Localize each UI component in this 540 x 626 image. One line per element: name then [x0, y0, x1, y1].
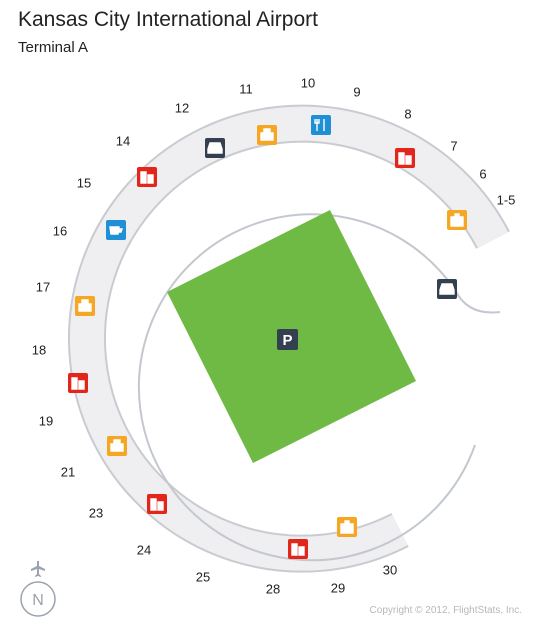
restaurant-icon [311, 115, 331, 135]
gate-labels: 1-5 6 7 8 9 10 11 12 14 15 16 17 18 19 21 23 24 25 28 29 30 [32, 75, 516, 596]
gate-label: 6 [479, 166, 486, 181]
baggage-claim-icon [257, 125, 277, 145]
gate-label: 8 [404, 106, 411, 121]
gate-label: 9 [353, 84, 360, 99]
baggage-claim-icon [107, 436, 127, 456]
restroom-icon [147, 494, 167, 514]
gate-label: 29 [331, 580, 345, 595]
gate-label: 12 [175, 100, 189, 115]
restroom-glyph [291, 543, 305, 556]
gate-label: 21 [61, 464, 75, 479]
airplane-icon [31, 561, 45, 577]
airport-title: Kansas City International Airport [18, 8, 318, 31]
restroom-icon [288, 539, 308, 559]
parking-label: P [282, 332, 292, 349]
compass: N [20, 561, 56, 617]
gate-label: 28 [266, 581, 280, 596]
copyright-notice: Copyright © 2012, FlightStats, Inc. [369, 605, 522, 616]
luggage-icon [447, 210, 467, 230]
shuttle-bus-glyph [439, 283, 455, 295]
parking-icon [277, 329, 298, 350]
access-road [137, 213, 476, 562]
gate-label: 23 [89, 505, 103, 520]
coffee-glyph [109, 226, 123, 235]
gate-label: 14 [116, 133, 130, 148]
gate-label: 16 [53, 223, 67, 238]
amenity-layer [68, 115, 467, 559]
baggage-claim-glyph [110, 439, 124, 452]
restroom-glyph [71, 377, 85, 390]
restroom-icon [137, 167, 157, 187]
luggage-glyph [450, 213, 464, 227]
gate-label: 19 [39, 413, 53, 428]
compass-ring [20, 581, 56, 617]
gate-label: 24 [137, 542, 151, 557]
luggage-icon [337, 517, 357, 537]
gate-label: 1-5 [497, 192, 516, 207]
baggage-claim-glyph [260, 128, 274, 141]
restaurant-glyph [314, 119, 325, 131]
shuttle-bus-icon [437, 279, 457, 299]
gate-label: 10 [301, 75, 315, 90]
compass-north-label: N [32, 592, 44, 609]
access-road-ramp [454, 289, 501, 314]
luggage-glyph [340, 520, 354, 534]
taxi-glyph [207, 142, 223, 154]
gate-label: 17 [36, 279, 50, 294]
gate-label: 15 [77, 175, 91, 190]
restroom-icon [68, 373, 88, 393]
baggage-claim-glyph [78, 299, 92, 312]
gate-label: 25 [196, 569, 210, 584]
gate-label: 30 [383, 562, 397, 577]
terminal-subtitle: Terminal A [18, 39, 89, 56]
gate-label: 18 [32, 342, 46, 357]
restroom-glyph [398, 152, 412, 165]
gate-label: 7 [450, 138, 457, 153]
restroom-icon [395, 148, 415, 168]
baggage-claim-icon [75, 296, 95, 316]
restroom-glyph [140, 171, 154, 184]
restroom-glyph [150, 498, 164, 511]
gate-label: 11 [239, 81, 253, 96]
taxi-icon [205, 138, 225, 158]
coffee-icon [106, 220, 126, 240]
